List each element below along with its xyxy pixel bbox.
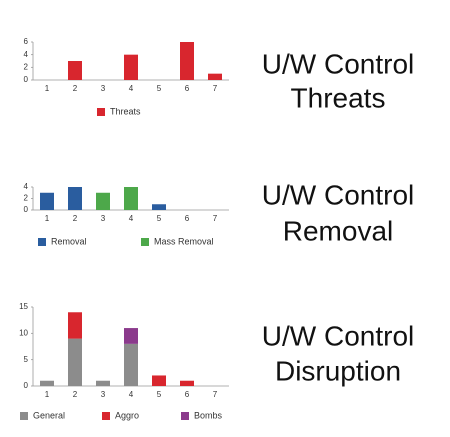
x-tick-label: 6 [185,214,190,223]
bar [68,338,82,386]
legend-swatch [181,412,189,420]
x-tick-label: 1 [45,214,50,223]
x-tick-label: 3 [101,84,106,93]
y-tick-label: 4 [24,50,29,59]
y-tick-label: 2 [24,194,29,203]
bar [124,54,138,80]
chart-title: Disruption [275,355,401,386]
legend-swatch [38,238,46,246]
x-tick-label: 2 [73,84,78,93]
bar [124,328,138,344]
legend-label: Bombs [194,410,223,420]
legend-label: Aggro [115,410,139,420]
legend-swatch [102,412,110,420]
bar [68,187,82,210]
bar [152,375,166,386]
x-tick-label: 5 [157,214,162,223]
chart-title: U/W Control [262,48,414,79]
bar [152,204,166,210]
x-tick-label: 3 [101,390,106,399]
x-tick-label: 4 [129,84,134,93]
x-tick-label: 6 [185,390,190,399]
x-tick-label: 2 [73,390,78,399]
y-tick-label: 5 [24,355,29,364]
legend-label: Removal [51,236,87,246]
x-tick-label: 4 [129,390,134,399]
x-tick-label: 6 [185,84,190,93]
bar [124,187,138,210]
legend-label: Mass Removal [154,236,214,246]
bar [96,380,110,386]
chart-title: Removal [283,215,393,246]
bar [68,61,82,80]
legend-swatch [97,108,105,116]
x-tick-label: 5 [157,390,162,399]
y-tick-label: 2 [24,62,29,71]
x-tick-label: 7 [213,84,218,93]
bar [40,192,54,210]
x-tick-label: 7 [213,214,218,223]
y-tick-label: 10 [19,328,28,337]
x-tick-label: 4 [129,214,134,223]
bar [124,343,138,386]
bar [68,312,82,339]
bar [96,192,110,210]
y-tick-label: 4 [24,182,29,191]
legend-swatch [141,238,149,246]
x-tick-label: 7 [213,390,218,399]
chart-title: U/W Control [262,179,414,210]
y-tick-label: 15 [19,302,28,311]
y-tick-label: 0 [24,75,29,84]
x-tick-label: 3 [101,214,106,223]
bar [40,380,54,386]
y-tick-label: 6 [24,37,29,46]
legend-swatch [20,412,28,420]
chart-title: U/W Control [262,320,414,351]
bar [180,380,194,386]
x-tick-label: 5 [157,84,162,93]
x-tick-label: 2 [73,214,78,223]
y-tick-label: 0 [24,381,29,390]
bar [180,42,194,80]
bar [208,73,222,80]
legend-label: General [33,410,65,420]
y-tick-label: 0 [24,205,29,214]
chart-title: Threats [291,82,386,113]
x-tick-label: 1 [45,84,50,93]
legend-label: Threats [110,106,141,116]
x-tick-label: 1 [45,390,50,399]
